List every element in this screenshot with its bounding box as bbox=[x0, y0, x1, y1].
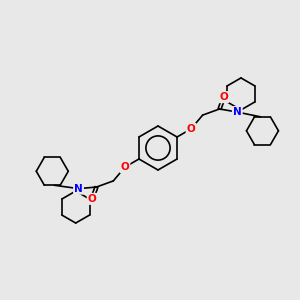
Text: N: N bbox=[233, 107, 242, 117]
Text: O: O bbox=[121, 162, 129, 172]
Text: O: O bbox=[220, 92, 228, 102]
Text: N: N bbox=[74, 184, 83, 194]
Text: O: O bbox=[187, 124, 196, 134]
Text: O: O bbox=[88, 194, 97, 204]
